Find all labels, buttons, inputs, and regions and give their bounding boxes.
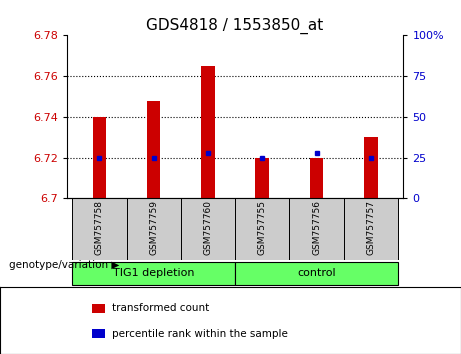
Bar <box>181 198 235 260</box>
Bar <box>93 117 106 198</box>
Text: transformed count: transformed count <box>112 303 209 313</box>
Bar <box>235 262 398 285</box>
Bar <box>72 198 127 260</box>
Text: GSM757757: GSM757757 <box>366 200 375 255</box>
Text: GSM757756: GSM757756 <box>312 200 321 255</box>
Bar <box>235 198 290 260</box>
Text: GSM757755: GSM757755 <box>258 200 267 255</box>
Bar <box>92 304 105 313</box>
Bar <box>72 262 235 285</box>
Text: GSM757759: GSM757759 <box>149 200 158 255</box>
Bar <box>310 158 323 198</box>
Bar <box>343 198 398 260</box>
Bar <box>147 101 160 198</box>
Bar <box>92 330 105 338</box>
Bar <box>127 198 181 260</box>
Text: GSM757760: GSM757760 <box>203 200 213 255</box>
Bar <box>290 198 343 260</box>
Text: control: control <box>297 268 336 279</box>
Text: percentile rank within the sample: percentile rank within the sample <box>112 329 288 339</box>
Title: GDS4818 / 1553850_at: GDS4818 / 1553850_at <box>147 18 324 34</box>
Bar <box>201 66 215 198</box>
Bar <box>255 158 269 198</box>
Bar <box>364 137 378 198</box>
Text: TIG1 depletion: TIG1 depletion <box>113 268 195 279</box>
Text: genotype/variation ▶: genotype/variation ▶ <box>9 261 119 270</box>
Text: GSM757758: GSM757758 <box>95 200 104 255</box>
